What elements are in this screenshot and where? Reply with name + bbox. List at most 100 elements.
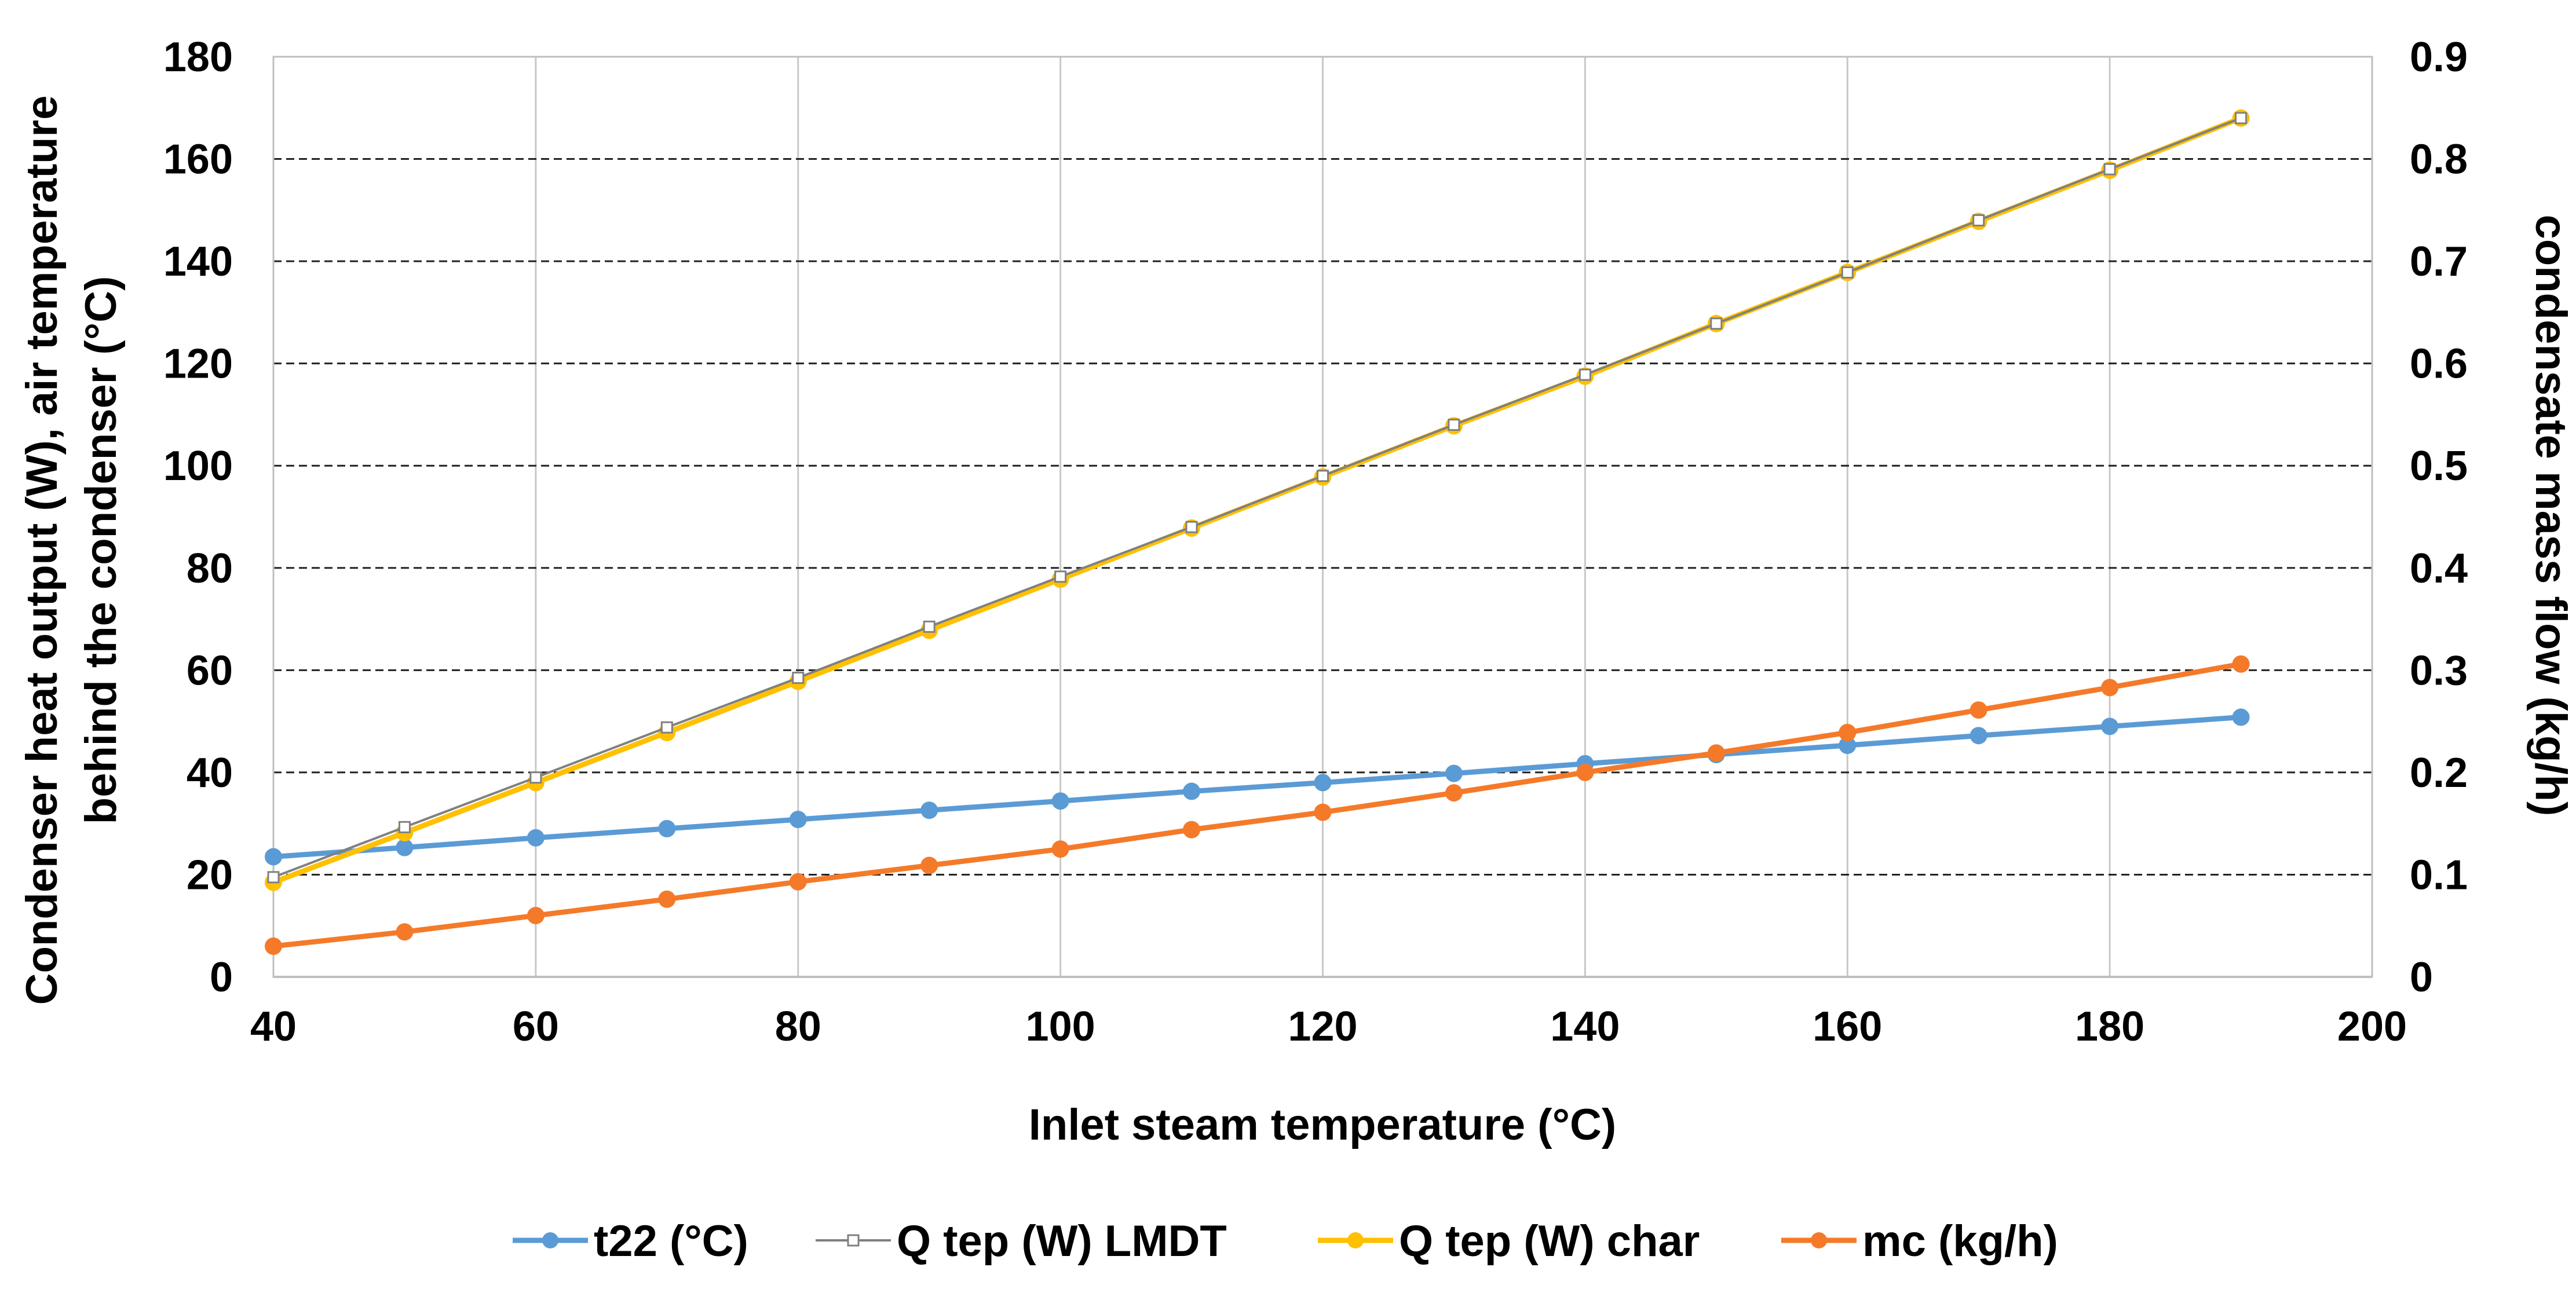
- data-point: [789, 811, 807, 829]
- legend-marker: [542, 1232, 558, 1248]
- y-left-tick-label: 160: [163, 137, 233, 183]
- data-point: [1183, 821, 1201, 838]
- y-right-tick-label: 0.2: [2410, 750, 2468, 796]
- data-point: [267, 871, 280, 884]
- legend-label: mc (kg/h): [1862, 1217, 2058, 1266]
- data-point: [2232, 655, 2250, 673]
- x-tick-label: 60: [513, 1004, 559, 1050]
- x-tick-label: 160: [1813, 1004, 1882, 1050]
- y-left-tick-label: 20: [187, 852, 233, 898]
- data-point: [1839, 737, 1857, 755]
- y-left-tick-label: 0: [210, 954, 233, 1001]
- y-axis-right-title: condensate mass flow (kg/h): [2526, 215, 2575, 816]
- data-point: [920, 856, 938, 874]
- y-left-tick-label: 60: [187, 647, 233, 694]
- y-left-tick-label: 140: [163, 239, 233, 285]
- tick-labels: 40 60 80 100 120 140 160 180 2000204060801001201…: [163, 34, 2468, 1050]
- gridlines: [272, 56, 2373, 978]
- y-axis-left-title-line2: behind the condenser (°C): [76, 276, 126, 825]
- data-point: [2101, 717, 2119, 735]
- legend-item: Q tep (W) LMDT: [816, 1217, 1227, 1266]
- series-group: [265, 109, 2250, 955]
- x-tick-label: 80: [775, 1004, 821, 1050]
- y-right-tick-label: 0.7: [2410, 239, 2468, 285]
- data-point: [658, 890, 676, 908]
- y-right-tick-label: 0.4: [2410, 545, 2468, 592]
- legend-item: t22 (°C): [513, 1217, 748, 1266]
- data-point: [1710, 317, 1723, 330]
- y-right-tick-label: 0.5: [2410, 443, 2468, 489]
- y-left-tick-label: 180: [163, 34, 233, 80]
- data-point: [1183, 782, 1201, 800]
- data-point: [527, 829, 545, 847]
- series-line: [272, 116, 2242, 878]
- data-point: [265, 848, 282, 866]
- data-point: [1970, 727, 1987, 745]
- x-axis-title: Inlet steam temperature (°C): [1029, 1100, 1616, 1149]
- legend-label: Q tep (W) char: [1399, 1217, 1700, 1266]
- data-point: [1051, 840, 1069, 858]
- y-left-tick-label: 80: [187, 545, 233, 592]
- y-left-tick-label: 100: [163, 443, 233, 489]
- data-point: [660, 721, 673, 734]
- y-axis-left-title-line1: Condenser heat output (W), air temperatu…: [17, 96, 67, 1005]
- y-right-tick-label: 0.6: [2410, 341, 2468, 387]
- data-point: [396, 838, 414, 856]
- legend-marker: [847, 1234, 860, 1247]
- data-point: [2232, 708, 2250, 726]
- data-point: [658, 819, 676, 837]
- series-line: [271, 715, 2244, 860]
- data-point: [1448, 419, 1460, 431]
- data-point: [2103, 163, 2116, 175]
- series-q-tep-w-char: [265, 109, 2250, 891]
- data-point: [1841, 266, 1854, 279]
- data-point: [1576, 763, 1594, 781]
- data-point: [1445, 784, 1463, 802]
- data-point: [2101, 679, 2119, 697]
- legend: t22 (°C) Q tep (W) LMDT Q tep (W) char mc (…: [513, 1217, 2058, 1266]
- series-mc-kg-h: [265, 655, 2250, 955]
- data-point: [1185, 521, 1198, 533]
- data-point: [1579, 368, 1591, 381]
- data-point: [792, 672, 805, 684]
- data-point: [920, 801, 938, 819]
- legend-marker: [1811, 1232, 1827, 1248]
- legend-label: Q tep (W) LMDT: [897, 1217, 1227, 1266]
- data-point: [1314, 803, 1332, 821]
- data-point: [1970, 701, 1987, 719]
- data-point: [1839, 724, 1857, 742]
- x-tick-label: 100: [1026, 1004, 1095, 1050]
- x-tick-label: 140: [1550, 1004, 1620, 1050]
- data-point: [398, 821, 411, 833]
- x-tick-label: 40: [250, 1004, 297, 1050]
- x-tick-label: 200: [2337, 1004, 2407, 1050]
- series-t22-c: [265, 708, 2250, 866]
- x-tick-label: 120: [1288, 1004, 1357, 1050]
- data-point: [923, 620, 936, 633]
- data-point: [2235, 112, 2248, 124]
- data-point: [396, 923, 414, 941]
- y-left-tick-label: 40: [187, 750, 233, 796]
- data-point: [527, 907, 545, 925]
- x-tick-label: 180: [2075, 1004, 2144, 1050]
- legend-marker: [1347, 1232, 1364, 1248]
- data-point: [789, 873, 807, 891]
- y-left-tick-label: 120: [163, 341, 233, 387]
- data-point: [1445, 764, 1463, 782]
- legend-item: Q tep (W) char: [1318, 1217, 1700, 1266]
- series-q-tep-w-lmdt: [267, 112, 2248, 884]
- series-line: [271, 661, 2244, 949]
- plot-area-frame: [272, 56, 2373, 978]
- y-right-tick-label: 0.3: [2410, 647, 2468, 694]
- data-point: [265, 938, 282, 955]
- data-point: [529, 771, 542, 784]
- data-point: [1317, 470, 1329, 482]
- legend-label: t22 (°C): [594, 1217, 748, 1266]
- y-right-tick-label: 0: [2410, 954, 2433, 1001]
- y-right-tick-label: 0.1: [2410, 852, 2468, 898]
- data-point: [1314, 774, 1332, 792]
- legend-item: mc (kg/h): [1781, 1217, 2058, 1266]
- data-point: [1054, 570, 1067, 583]
- data-point: [1707, 744, 1725, 762]
